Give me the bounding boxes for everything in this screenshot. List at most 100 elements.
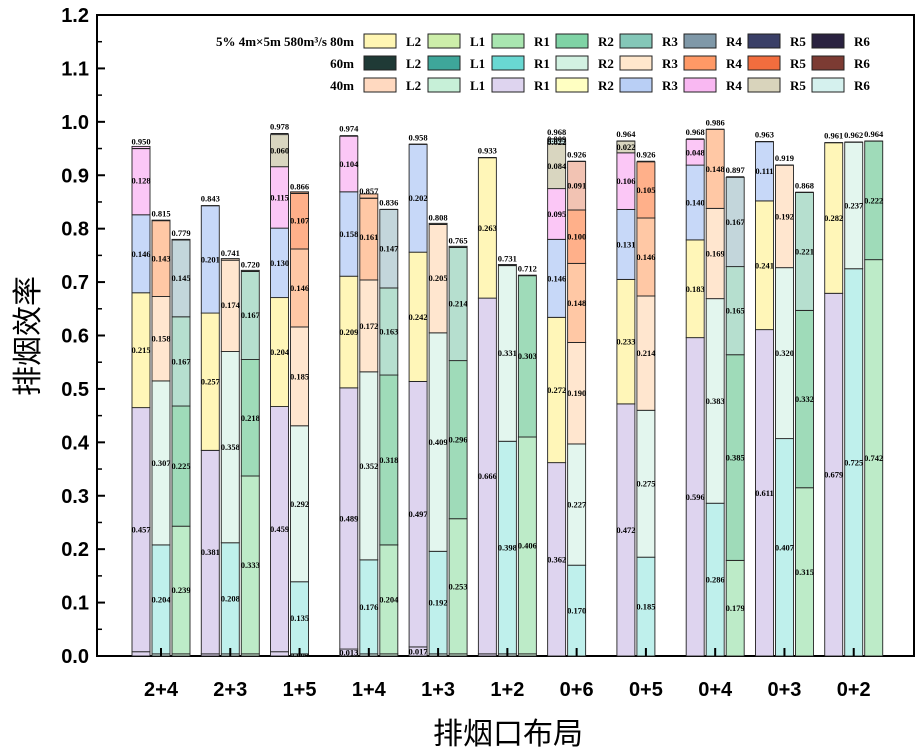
bar-total-label: 0.919 [775,153,794,163]
segment-value-label: 0.239 [171,585,190,595]
legend-row-label: 5% 4m×5m 580m³/s 80m [216,34,354,49]
bar-total-label: 0.964 [864,129,884,139]
x-tick-label: 0+5 [629,679,663,701]
segment-value-label: 0.185 [636,602,655,612]
legend-swatch [427,33,461,49]
bar-extra-label: 0.022 [547,137,566,147]
bar-segment-r4 [131,145,151,216]
legend-swatch [619,77,653,93]
segment-value-label: 0.167 [726,217,746,227]
segment-value-label: 0.183 [686,284,705,294]
x-tick-label: 2+4 [144,679,179,701]
bar-total-label: 0.962 [844,130,863,140]
legend-row-label: 40m [330,78,354,93]
legend-swatch [363,33,397,49]
segment-value-label: 0.679 [824,470,843,480]
segment-value-label: 0.148 [567,298,586,308]
bar-total-label: 0.815 [151,209,170,219]
x-tick-label: 0+2 [837,679,871,701]
y-tick-label: 1.0 [61,112,89,134]
segment-value-label: 0.218 [241,413,260,423]
segment-value-label: 0.286 [706,575,725,585]
bar-segment-l2 [270,651,289,657]
legend-item-label: R2 [598,56,614,71]
segment-value-label: 0.111 [755,166,773,176]
segment-value-label: 0.409 [429,437,448,447]
bar-total-label: 0.974 [339,124,359,134]
segment-value-label: 0.489 [339,513,358,523]
segment-value-label: 0.172 [359,321,378,331]
legend-swatch [747,33,781,49]
segment-value-label: 0.318 [379,455,398,465]
segment-value-label: 0.095 [547,209,566,219]
bar-total-label: 0.968 [547,127,566,137]
legend-swatch [491,77,525,93]
segment-value-label: 0.215 [131,345,150,355]
segment-value-label: 0.147 [379,244,399,254]
segment-value-label: 0.406 [518,540,537,550]
bar-total-label: 0.926 [567,149,586,159]
segment-value-label: 0.214 [449,298,469,308]
legend-swatch [811,55,845,71]
segment-value-label: 0.263 [478,223,497,233]
segment-value-label: 0.170 [567,606,586,616]
legend-swatch [811,77,845,93]
bar-total-label: 0.741 [221,248,240,258]
bar-total-label: 0.765 [449,235,468,245]
segment-value-label: 0.148 [706,164,725,174]
segment-value-label: 0.017 [409,646,429,656]
legend-swatch [747,55,781,71]
bar-total-label: 0.950 [131,137,150,147]
segment-value-label: 0.091 [567,181,586,191]
legend-swatch [555,77,589,93]
legend-swatch [683,55,717,71]
legend-item-label: L1 [470,34,485,49]
bar-total-label: 0.857 [359,186,379,196]
x-tick-label: 1+4 [352,679,387,701]
segment-value-label: 0.725 [844,457,863,467]
bar-total-label: 0.897 [726,165,746,175]
segment-value-label: 0.272 [547,385,566,395]
segment-value-label: 0.253 [449,581,468,591]
legend-item-label: R1 [534,56,550,71]
segment-value-label: 0.331 [498,348,517,358]
legend-swatch [811,33,845,49]
legend-item-label: L1 [470,78,485,93]
bar-segment-r2 [497,264,517,442]
bar-segment-r3 [240,269,260,360]
legend-item-label: R3 [662,78,678,93]
legend-item-label: R1 [534,78,550,93]
segment-value-label: 0.169 [706,249,725,259]
segment-value-label: 0.457 [131,525,151,535]
legend: 5% 4m×5m 580m³/s 80m L2 L1 R1 R2 R3 R4 R5 R6 60m L… [216,33,870,93]
segment-value-label: 0.275 [636,479,655,489]
bar-total-label: 0.836 [379,197,398,207]
segment-value-label: 0.185 [290,371,309,381]
segment-value-label: 0.107 [290,215,310,225]
segment-value-label: 0.128 [131,176,150,186]
legend-item-label: R5 [790,34,806,49]
y-tick-label: 0.3 [61,486,89,508]
segment-value-label: 0.202 [409,193,428,203]
segment-value-label: 0.209 [339,327,358,337]
bar-total-label: 0.958 [409,132,428,142]
segment-value-label: 0.146 [131,249,150,259]
segment-value-label: 0.192 [429,598,448,608]
y-tick-label: 0.6 [61,326,89,348]
x-tick-label: 2+3 [213,679,247,701]
segment-value-label: 0.292 [290,499,309,509]
segment-value-label: 0.352 [359,461,378,471]
segment-value-label: 0.666 [478,471,497,481]
segment-value-label: 0.332 [795,394,814,404]
x-axis-title: 排烟口布局 [433,717,583,752]
legend-item-label: R6 [854,78,870,93]
bar-total-label: 0.963 [755,130,774,140]
segment-value-label: 0.385 [726,453,745,463]
y-tick-label: 0.1 [61,593,89,615]
legend-swatch [747,77,781,93]
legend-item-label: L2 [406,34,421,49]
bar-total-label: 0.720 [241,259,260,269]
bar-total-label: 0.866 [290,181,309,191]
segment-value-label: 0.205 [429,273,448,283]
